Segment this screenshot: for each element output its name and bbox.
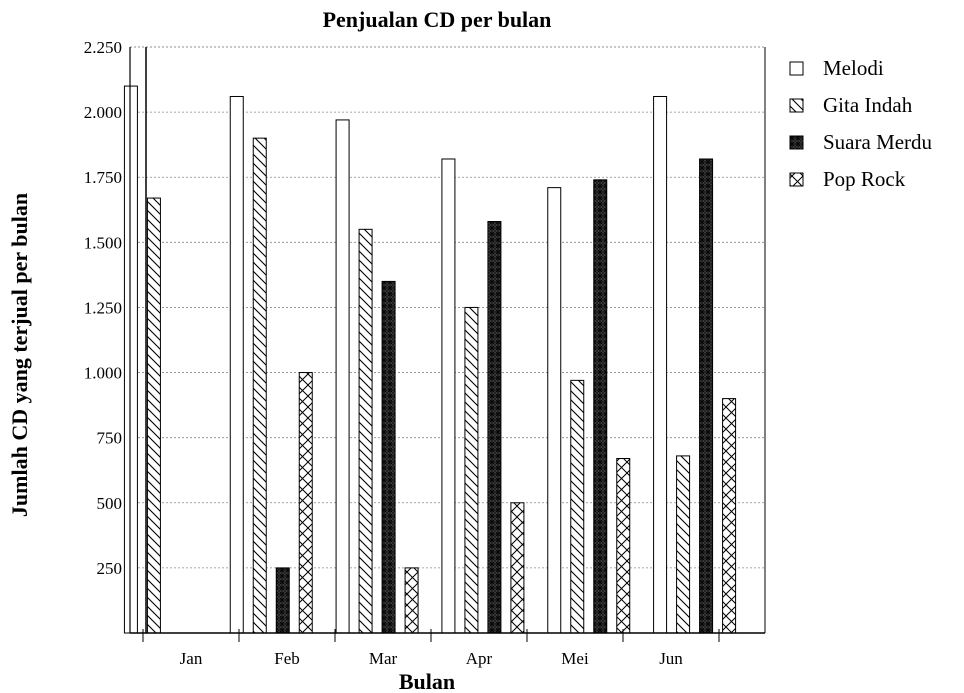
bar-gita-indah-jan	[146, 197, 161, 634]
bar-pop-rock-jun	[722, 398, 737, 634]
bar-gita-indah-mei	[570, 379, 585, 634]
x-tick-label: Apr	[466, 649, 493, 668]
bar-suara-merdu-mei	[593, 179, 608, 634]
legend-label: Pop Rock	[823, 167, 906, 191]
y-axis-label: Jumlah CD yang terjual per bulan	[7, 193, 32, 517]
legend-label: Gita Indah	[823, 93, 913, 117]
y-tick-label: 500	[97, 494, 123, 513]
y-tick-label: 2.000	[84, 103, 122, 122]
legend-swatch	[789, 61, 804, 76]
bar-melodi-feb	[229, 95, 244, 634]
legend-swatch	[789, 98, 804, 113]
legend-swatch	[789, 135, 804, 150]
bar-melodi-apr	[441, 158, 456, 634]
legend-swatch	[789, 172, 804, 187]
y-tick-label: 1.750	[84, 168, 122, 187]
x-tick-label: Feb	[274, 649, 300, 668]
y-tick-label: 1.250	[84, 298, 122, 317]
y-tick-label: 250	[97, 559, 123, 578]
legend-label: Suara Merdu	[823, 130, 933, 154]
y-tick-label: 750	[97, 429, 123, 448]
bar-melodi-jun	[653, 95, 668, 634]
x-tick-label: Jun	[659, 649, 683, 668]
bar-pop-rock-apr	[510, 502, 525, 634]
bar-gita-indah-feb	[252, 137, 267, 634]
bar-melodi-jan	[123, 85, 138, 634]
bar-melodi-mei	[547, 187, 562, 634]
bar-suara-merdu-feb	[275, 567, 290, 634]
legend-label: Melodi	[823, 56, 884, 80]
y-tick-label: 2.250	[84, 38, 122, 57]
y-tick-label: 1.500	[84, 233, 122, 252]
bar-pop-rock-mar	[404, 567, 419, 634]
bar-suara-merdu-jun	[699, 158, 714, 634]
y-tick-label: 1.000	[84, 364, 122, 383]
bar-gita-indah-mar	[358, 228, 373, 634]
bar-pop-rock-feb	[298, 372, 313, 634]
bar-suara-merdu-mar	[381, 280, 396, 634]
chart-title: Penjualan CD per bulan	[323, 7, 552, 32]
legend: Melodi Gita Indah Suara Merdu Pop Rock	[789, 56, 933, 191]
x-tick-label: Jan	[180, 649, 203, 668]
x-tick-label: Mei	[561, 649, 589, 668]
bar-gita-indah-apr	[464, 306, 479, 634]
bar-pop-rock-mei	[616, 458, 631, 634]
x-axis-ticks: Jan Feb Mar Apr Mei Jun	[142, 629, 720, 668]
x-tick-label: Mar	[369, 649, 398, 668]
bars	[123, 85, 737, 634]
y-axis-ticks: 250 500 750 1.000 1.250 1.500 1.750 2.000 2.250	[84, 38, 122, 578]
axes	[129, 46, 766, 634]
x-axis-label: Bulan	[399, 669, 455, 693]
bar-melodi-mar	[335, 119, 350, 634]
bar-suara-merdu-apr	[487, 220, 502, 634]
bar-gita-indah-jun	[676, 455, 691, 634]
